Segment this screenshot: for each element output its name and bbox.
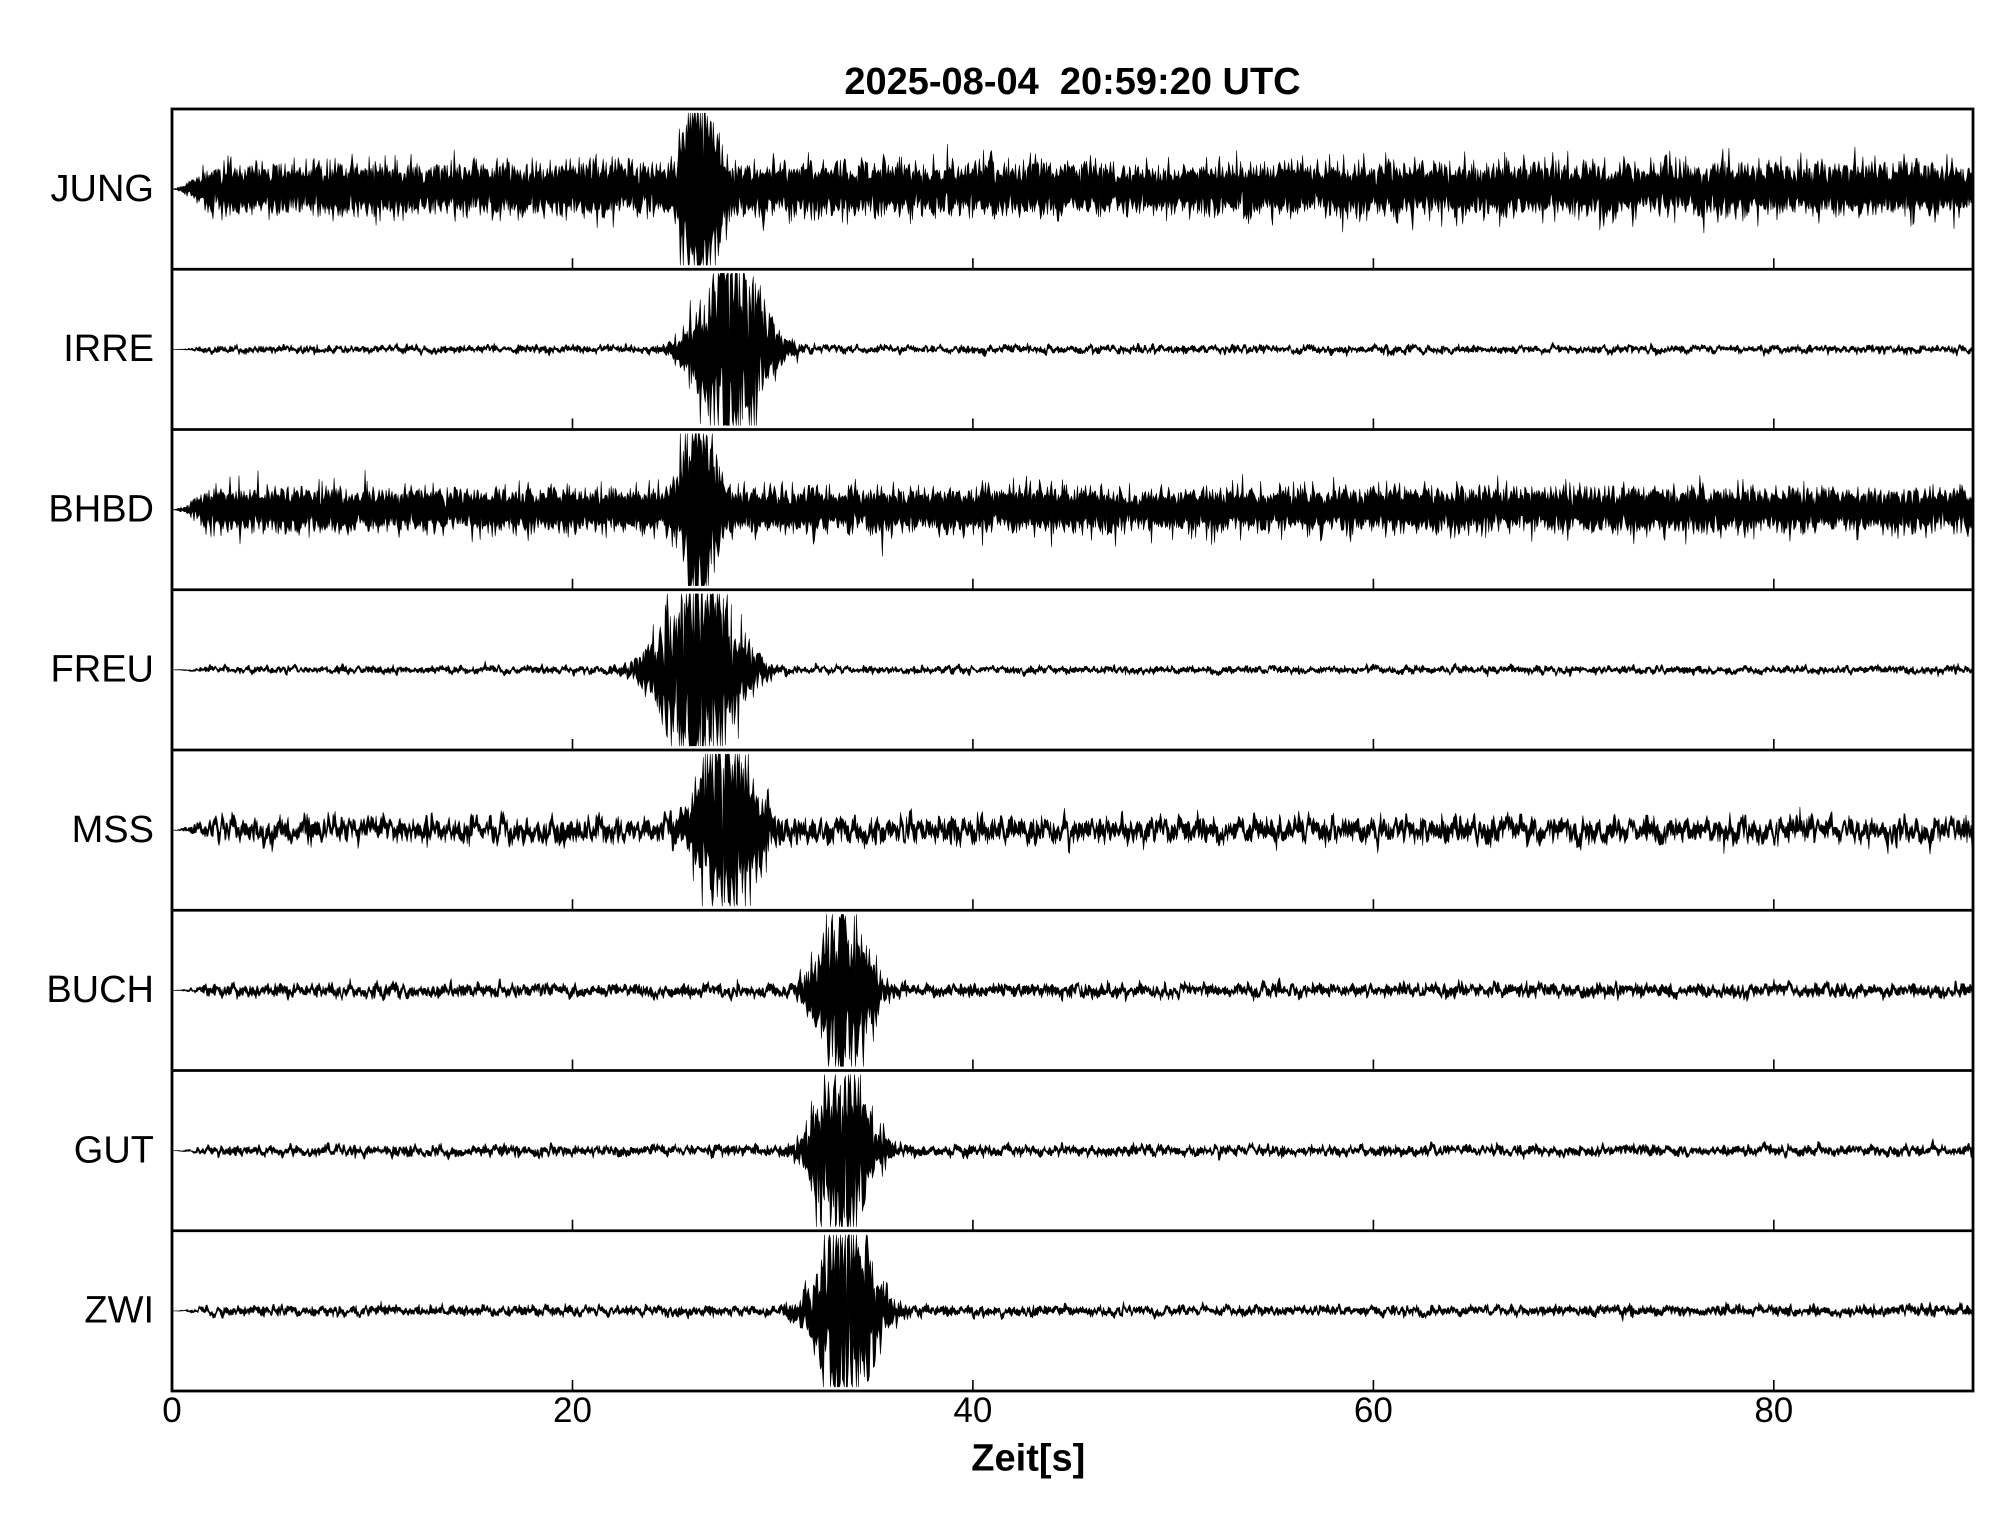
svg-text:60: 60: [1354, 1391, 1393, 1430]
svg-text:IRRE: IRRE: [63, 328, 154, 370]
svg-text:Zeit[s]: Zeit[s]: [971, 1438, 1085, 1480]
svg-text:BHBD: BHBD: [48, 488, 154, 530]
svg-text:2025-08-04 20:59:20 UTC: 2025-08-04 20:59:20 UTC: [844, 61, 1300, 103]
svg-text:BUCH: BUCH: [46, 969, 154, 1011]
svg-text:20: 20: [553, 1391, 592, 1430]
svg-text:GUT: GUT: [74, 1129, 154, 1171]
svg-text:0: 0: [162, 1391, 181, 1430]
svg-text:ZWI: ZWI: [84, 1290, 154, 1332]
svg-text:80: 80: [1754, 1391, 1793, 1430]
svg-text:JUNG: JUNG: [51, 168, 154, 210]
svg-text:MSS: MSS: [72, 809, 154, 851]
svg-text:FREU: FREU: [51, 649, 154, 691]
svg-text:40: 40: [953, 1391, 992, 1430]
